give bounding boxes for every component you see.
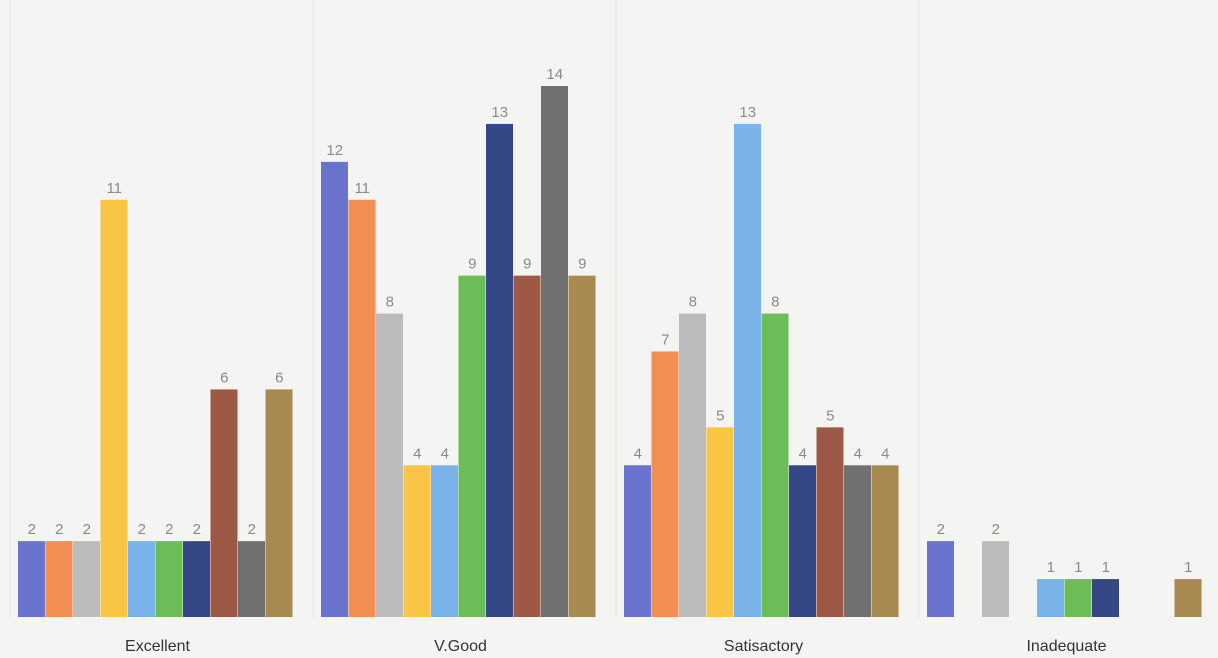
bar-satisactory-5 <box>734 123 761 617</box>
data-label: 11 <box>354 180 370 197</box>
bar-satisactory-9 <box>844 465 871 617</box>
bar-v-good-5 <box>431 465 458 617</box>
bar-excellent-7 <box>183 541 210 617</box>
bar-inadequate-3 <box>982 541 1009 617</box>
bar-excellent-8 <box>210 389 238 617</box>
data-label: 1 <box>1184 559 1192 576</box>
data-label: 5 <box>716 407 724 424</box>
data-label: 13 <box>739 104 756 121</box>
data-label: 9 <box>468 256 476 273</box>
data-label: 2 <box>992 521 1000 538</box>
data-label: 4 <box>799 445 807 462</box>
bar-inadequate-10 <box>1174 579 1202 617</box>
bar-v-good-10 <box>568 275 596 617</box>
data-label: 4 <box>441 445 449 462</box>
category-label: Excellent <box>125 638 190 655</box>
data-label: 7 <box>661 332 669 349</box>
bar-satisactory-6 <box>761 313 789 617</box>
data-label: 2 <box>165 521 173 538</box>
data-label: 4 <box>881 445 889 462</box>
bar-excellent-4 <box>100 199 128 618</box>
bar-satisactory-1 <box>624 465 651 617</box>
data-label: 8 <box>771 294 779 311</box>
data-label: 1 <box>1047 559 1055 576</box>
bar-excellent-1 <box>18 541 45 617</box>
data-label: 8 <box>386 294 394 311</box>
bar-inadequate-6 <box>1064 579 1092 617</box>
data-label: 8 <box>689 294 697 311</box>
bar-v-good-9 <box>541 86 568 617</box>
bar-excellent-5 <box>128 541 155 617</box>
data-label: 4 <box>413 445 421 462</box>
bar-inadequate-7 <box>1092 579 1119 617</box>
bar-satisactory-4 <box>706 427 734 617</box>
category-label: Satisactory <box>724 638 803 655</box>
data-label: 2 <box>248 521 256 538</box>
bar-inadequate-5 <box>1037 579 1064 617</box>
bar-inadequate-1 <box>927 541 954 617</box>
bar-excellent-3 <box>73 541 100 617</box>
data-label: 9 <box>523 256 531 273</box>
bar-satisactory-8 <box>816 427 844 617</box>
bar-excellent-9 <box>238 541 265 617</box>
bar-excellent-6 <box>155 541 183 617</box>
bar-satisactory-7 <box>789 465 816 617</box>
bar-v-good-2 <box>348 199 376 618</box>
bar-v-good-4 <box>403 465 431 617</box>
category-label: Inadequate <box>1026 638 1106 655</box>
bar-v-good-8 <box>513 275 541 617</box>
data-label: 9 <box>578 256 586 273</box>
bar-v-good-6 <box>458 275 486 617</box>
bar-v-good-7 <box>486 123 513 617</box>
data-label: 13 <box>491 104 508 121</box>
data-label: 11 <box>106 180 122 197</box>
bar-excellent-2 <box>45 541 73 617</box>
data-label: 2 <box>138 521 146 538</box>
data-label: 2 <box>28 521 36 538</box>
bar-v-good-1 <box>321 161 348 617</box>
data-label: 6 <box>275 369 283 386</box>
data-label: 14 <box>546 66 563 83</box>
data-label: 6 <box>220 369 228 386</box>
data-label: 5 <box>826 407 834 424</box>
data-label: 2 <box>55 521 63 538</box>
bar-satisactory-2 <box>651 351 679 617</box>
bar-satisactory-10 <box>871 465 899 617</box>
data-label: 2 <box>937 521 945 538</box>
data-label: 1 <box>1102 559 1110 576</box>
bar-v-good-3 <box>376 313 403 617</box>
data-label: 4 <box>854 445 862 462</box>
data-label: 1 <box>1074 559 1082 576</box>
data-label: 12 <box>326 142 343 159</box>
category-label: V.Good <box>434 638 487 655</box>
bar-excellent-10 <box>265 389 293 617</box>
data-label: 4 <box>634 445 642 462</box>
data-label: 2 <box>193 521 201 538</box>
data-label: 2 <box>83 521 91 538</box>
bar-satisactory-3 <box>679 313 706 617</box>
